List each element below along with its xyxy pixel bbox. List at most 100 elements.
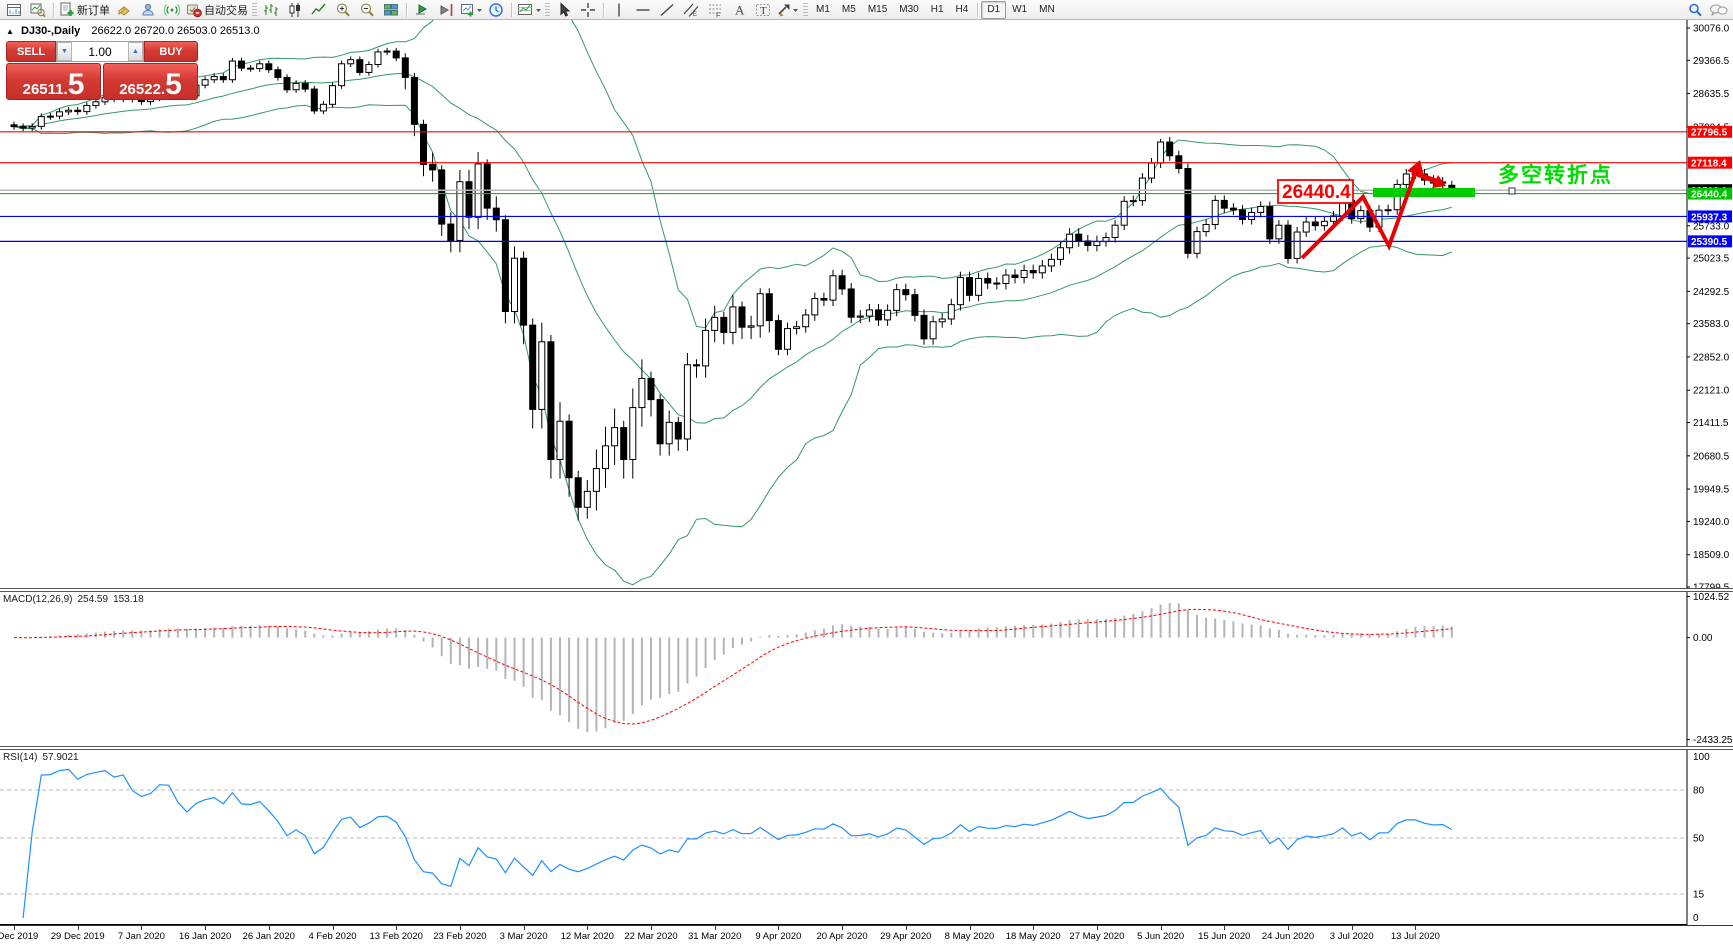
date-label: 18 May 2020 [1005,931,1061,942]
period-clock-icon[interactable] [484,1,508,19]
timeframe-h4-button[interactable]: H4 [955,4,969,15]
date-tick [1351,926,1353,930]
buy-price-main: 26522 [119,81,161,98]
timeframe-mn-button[interactable]: MN [1039,4,1055,15]
sell-price[interactable]: 26511. 5 [6,63,101,100]
svg-text:25937.3: 25937.3 [1691,212,1728,223]
auto-trading-label: 自动交易 [204,4,248,17]
buy-button[interactable]: BUY [144,41,198,62]
text-label-icon[interactable]: T [751,1,775,19]
date-axis[interactable]: 9 Dec 2019 29 Dec 2019 7 Jan 2020 16 Jan 20… [0,925,1733,946]
svg-text:17799.5: 17799.5 [1693,583,1730,589]
chart-window-icon[interactable] [2,1,26,19]
date-label: 29 Apr 2020 [880,931,932,942]
toolbar-separator [406,2,407,17]
macd-indicator-panel[interactable]: 1024.52 0.00 -2433.25 [0,592,1733,746]
panel-separator[interactable] [0,746,1733,750]
candlestick-mode-icon[interactable] [283,1,307,19]
date-label: 9 Apr 2020 [755,931,802,942]
trendline-icon[interactable] [655,1,679,19]
indicators-icon[interactable] [515,1,543,19]
line-selection-handle[interactable] [1508,187,1516,195]
timeframe-m5-button[interactable]: M5 [841,4,856,15]
shapes-icon[interactable] [775,1,801,19]
date-tick [1160,926,1162,930]
timeframe-m1-button[interactable]: M1 [816,4,830,15]
search-icon[interactable] [1683,1,1707,19]
collapse-triangle-icon[interactable]: ▲ [6,27,14,36]
new-order-button[interactable]: 新订单 [57,1,112,19]
horizontal-line-icon[interactable] [631,1,655,19]
annotation-zigzag-arrow[interactable] [1300,170,1418,260]
svg-text:22121.0: 22121.0 [1693,386,1730,397]
date-tick [141,926,143,930]
svg-text:29366.5: 29366.5 [1693,56,1730,67]
svg-text:26440.4: 26440.4 [1282,182,1351,203]
signal-icon[interactable] [160,1,184,19]
toolbar-grip [803,2,808,17]
timeframe-w1-button[interactable]: W1 [1012,4,1028,15]
svg-text:25023.5: 25023.5 [1693,254,1730,265]
line-chart-mode-icon[interactable] [307,1,331,19]
toolbar-separator [603,2,604,17]
tile-windows-icon[interactable] [379,1,403,19]
vertical-line-icon[interactable] [607,1,631,19]
volume-input[interactable] [72,42,128,61]
axis-price-label: 27118.4 [1688,156,1732,169]
macd-name: MACD(12,26,9) [3,594,73,605]
panel-separator[interactable] [0,588,1733,592]
date-label: 4 Feb 2020 [308,931,357,942]
crosshair-icon[interactable] [576,1,600,19]
tick-chart-icon[interactable] [26,1,50,19]
svg-text:19949.5: 19949.5 [1693,485,1730,496]
date-label: 24 Jun 2020 [1261,931,1315,942]
timeframe-h1-button[interactable]: H1 [930,4,944,15]
zoom-in-icon[interactable] [331,1,355,19]
cursor-icon[interactable] [552,1,576,19]
macd-signal-value: 153.18 [113,594,144,605]
main-price-chart[interactable]: 30076.029366.528635.527904.525733.025023… [0,20,1733,588]
date-tick [587,926,589,930]
annotation-down-arrow[interactable] [1411,169,1439,185]
fibonacci-icon[interactable]: F [703,1,727,19]
date-tick [332,926,334,930]
channel-icon[interactable]: E [679,1,703,19]
date-tick [77,926,79,930]
styles-icon[interactable] [112,1,136,19]
rsi-indicator-panel[interactable]: 100 80 50 15 0 [0,750,1733,925]
chart-header: ▲ DJ30-,Daily 26622.0 26720.0 26503.0 26… [6,25,260,37]
chart-shift-icon[interactable] [434,1,458,19]
date-label: 31 Mar 2020 [688,931,742,942]
svg-text:27118.4: 27118.4 [1691,158,1727,169]
chat-icon[interactable] [1707,1,1731,19]
auto-scroll-icon[interactable] [410,1,434,19]
profile-icon[interactable] [136,1,160,19]
bar-chart-mode-icon[interactable] [259,1,283,19]
text-icon[interactable]: A [727,1,751,19]
svg-text:28635.5: 28635.5 [1693,89,1730,100]
toolbar: 新订单 自动交易 [0,0,1733,20]
annotation-note-text[interactable]: 多空转折点 [1498,163,1613,187]
toolbar-separator [511,2,512,17]
timeframe-m15-button[interactable]: M15 [867,4,888,15]
auto-trading-button[interactable]: 自动交易 [184,1,250,19]
sell-button[interactable]: SELL [6,41,56,62]
svg-text:80: 80 [1693,786,1705,797]
annotation-highlight-bar[interactable] [1373,188,1475,197]
timeframe-d1-button[interactable]: D1 [981,0,1007,19]
macd-signal-line [13,608,1452,725]
volume-decrease-button[interactable]: ▼ [57,42,72,61]
volume-increase-button[interactable]: ▲ [128,42,143,61]
annotation-price-flag[interactable]: 26440.4 [1277,179,1354,204]
date-tick [396,926,398,930]
date-label: 26 Jan 2020 [242,931,295,942]
timeframe-m30-button[interactable]: M30 [899,4,919,15]
date-tick [459,926,461,930]
new-chart-icon[interactable] [458,1,484,19]
zoom-out-icon[interactable] [355,1,379,19]
date-tick [778,926,780,930]
date-label: 9 Dec 2019 [0,931,39,942]
svg-text:21411.5: 21411.5 [1693,418,1729,429]
buy-price[interactable]: 26522. 5 [103,63,198,100]
date-label: 20 Apr 2020 [816,931,868,942]
